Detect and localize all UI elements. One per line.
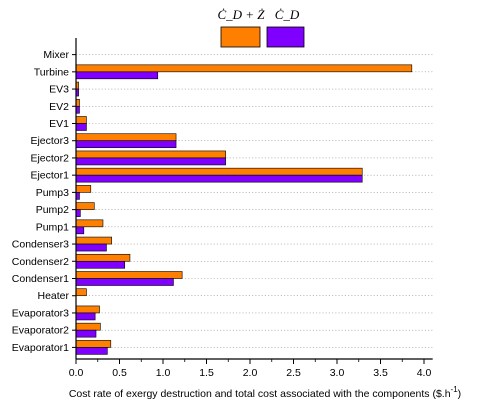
x-tick-label-0-0: 0.0: [69, 367, 84, 379]
bar-turbine-series2: [76, 72, 158, 79]
bar-condenser3-series2: [76, 244, 106, 251]
y-tick-label-turbine: Turbine: [34, 66, 69, 78]
y-tick-label-pump2: Pump2: [36, 204, 69, 216]
bar-turbine-series1: [76, 65, 412, 72]
bar-ev1-series2: [76, 124, 86, 131]
y-tick-label-condenser2: Condenser2: [12, 256, 69, 268]
y-axis: Mixer Turbine EV3 EV2 EV1 Ejector3 Ejector2 Eje…: [12, 38, 76, 359]
bar-ejector1-series2: [76, 175, 362, 182]
x-tick-label-4-0: 4.0: [417, 367, 432, 379]
x-axis-label: Cost rate of exergy destruction and tota…: [69, 385, 461, 400]
bar-evaporator3-series2: [76, 313, 95, 320]
y-tick-label-ev2: EV2: [49, 101, 69, 113]
legend-swatch-cd-plus-z: [221, 27, 260, 47]
y-tick-label-ev1: EV1: [49, 118, 69, 130]
bar-pump2-series2: [76, 210, 80, 217]
y-tick-label-ejector3: Ejector3: [30, 135, 69, 147]
y-tick-label-pump3: Pump3: [36, 187, 69, 199]
bar-ejector2-series1: [76, 151, 226, 158]
bar-evaporator3-series1: [76, 306, 99, 313]
y-tick-label-condenser1: Condenser1: [12, 273, 69, 285]
legend: Ċ_D + Ż Ċ_D: [217, 7, 304, 47]
y-tick-label-heater: Heater: [37, 290, 69, 302]
y-tick-label-ejector1: Ejector1: [30, 170, 69, 182]
bar-heater-series1: [76, 289, 86, 296]
y-tick-label-evaporator1: Evaporator1: [12, 342, 69, 354]
x-tick-label-1-0: 1.0: [156, 367, 171, 379]
bar-evaporator1-series1: [76, 340, 111, 347]
bar-condenser2-series1: [76, 254, 130, 261]
bar-ev1-series1: [76, 117, 86, 124]
y-tick-label-pump1: Pump1: [36, 221, 69, 233]
x-tick-label-2-0: 2.0: [243, 367, 258, 379]
x-tick-label-3-5: 3.5: [373, 367, 388, 379]
x-tick-label-1-5: 1.5: [199, 367, 214, 379]
y-tick-label-ev3: EV3: [49, 84, 69, 96]
bar-evaporator2-series1: [76, 323, 100, 330]
bar-pump3-series1: [76, 185, 91, 192]
bar-ejector3-series2: [76, 141, 176, 148]
bar-evaporator2-series2: [76, 330, 96, 337]
bar-pump2-series1: [76, 203, 94, 210]
bar-condenser1-series1: [76, 272, 182, 279]
x-axis: 0.0 0.5 1.0 1.5 2.0 2.5 3.0 3.5 4.0: [69, 359, 433, 379]
bar-ejector3-series1: [76, 134, 176, 141]
bar-condenser2-series2: [76, 261, 125, 268]
legend-swatch-cd: [267, 27, 304, 47]
bar-ejector1-series1: [76, 168, 362, 175]
y-tick-label-condenser3: Condenser3: [12, 239, 69, 251]
y-tick-label-mixer: Mixer: [43, 49, 69, 61]
y-tick-label-ejector2: Ejector2: [30, 152, 69, 164]
bar-ejector2-series2: [76, 158, 226, 165]
x-tick-label-2-5: 2.5: [286, 367, 301, 379]
y-tick-label-evaporator2: Evaporator2: [12, 325, 69, 337]
y-tick-label-evaporator3: Evaporator3: [12, 307, 69, 319]
bar-evaporator1-series2: [76, 347, 107, 354]
grid: [76, 55, 433, 348]
bar-condenser3-series1: [76, 237, 112, 244]
x-tick-label-3-0: 3.0: [330, 367, 345, 379]
bar-pump1-series1: [76, 220, 103, 227]
legend-label-cd-plus-z: Ċ_D + Ż: [217, 7, 265, 22]
x-tick-label-0-5: 0.5: [112, 367, 127, 379]
bar-pump1-series2: [76, 227, 84, 234]
legend-label-cd: Ċ_D: [275, 7, 300, 22]
bar-condenser1-series2: [76, 279, 173, 286]
